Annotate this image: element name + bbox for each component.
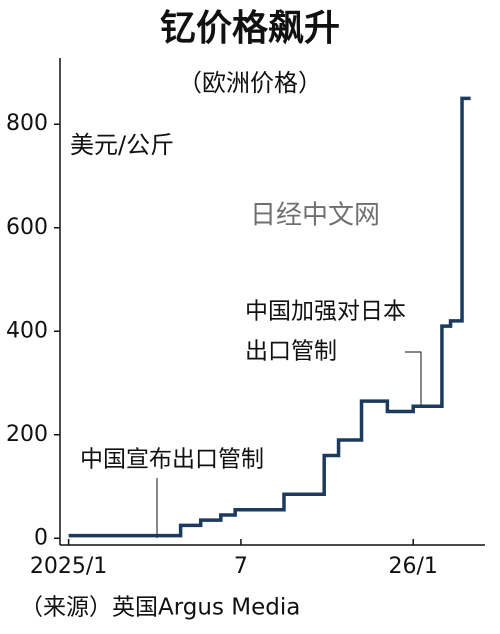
y-axis-unit: 美元/公斤	[70, 131, 174, 159]
data-line	[68, 96, 471, 538]
source: （来源）英国Argus Media	[20, 595, 300, 621]
x-tick-label: 7	[234, 554, 248, 579]
chart-title: 钇价格飙升	[160, 8, 340, 49]
y-tick-label: 0	[34, 525, 48, 550]
annotation: 中国加强对日本	[245, 299, 406, 325]
y-tick-label: 600	[6, 215, 48, 240]
y-tick-label: 200	[6, 422, 48, 447]
annotation: 出口管制	[245, 339, 337, 365]
y-tick-label: 800	[6, 111, 48, 136]
y-tick-label: 400	[6, 318, 48, 343]
x-tick-label: 2025/1	[30, 554, 107, 579]
annotation: 中国宣布出口管制	[80, 447, 264, 473]
annotation-leader	[405, 351, 422, 406]
chart-subtitle: （欧洲价格）	[178, 69, 322, 97]
watermark: 日经中文网	[250, 201, 380, 231]
x-tick-label: 26/1	[389, 554, 438, 579]
